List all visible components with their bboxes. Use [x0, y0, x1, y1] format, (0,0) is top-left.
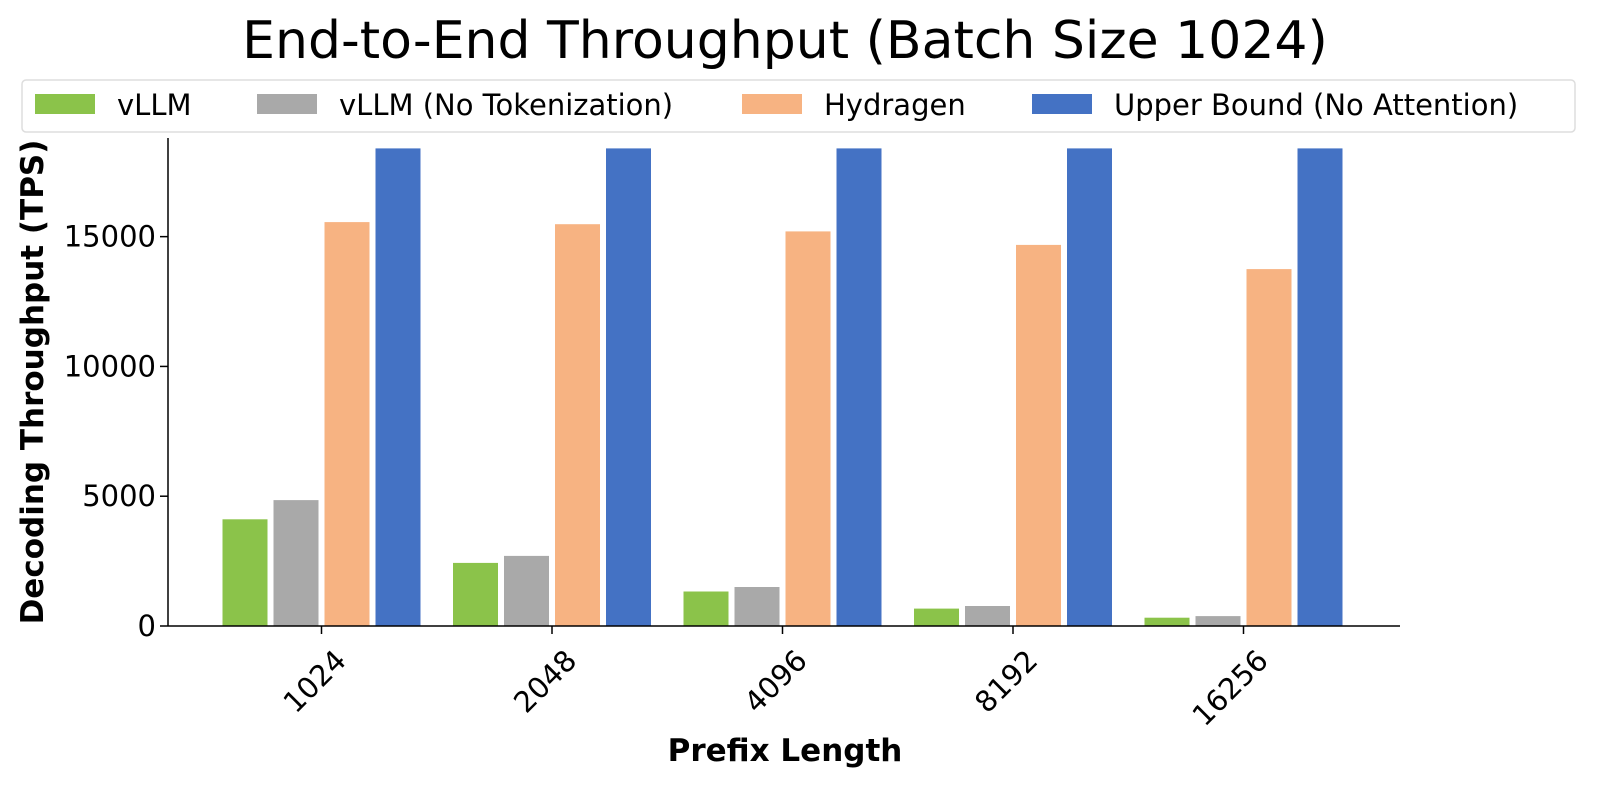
bar-hydragen-2048: [554, 223, 601, 627]
bar-hydragen-1024: [323, 221, 371, 627]
chart-title: End-to-End Throughput (Batch Size 1024): [242, 11, 1328, 71]
bar-vllm-16256: [1143, 616, 1191, 627]
bar-hydragen-4096: [784, 230, 832, 627]
bar-vllm-4096: [682, 590, 730, 627]
bar-vllm-no-tokenization-4096: [733, 586, 781, 627]
bar-vllm-no-tokenization-8192: [964, 605, 1011, 627]
bar-hydragen-8192: [1015, 243, 1062, 627]
bar-vllm-no-tokenization-1024: [272, 499, 320, 627]
x-tick-label: 16256: [1186, 643, 1275, 732]
legend: vLLM vLLM (No Tokenization) Hydragen Upper …: [21, 79, 1576, 133]
legend-swatch-upper-bound-no-attention: [1032, 94, 1092, 114]
x-tick-label: 8192: [968, 643, 1044, 719]
bar-upper-bound-no-attention-2048: [605, 147, 652, 627]
legend-label-hydragen: Hydragen: [824, 88, 966, 122]
y-axis-label: Decoding Throughput (TPS): [15, 140, 51, 625]
y-tick-label: 5000: [82, 479, 156, 513]
bar-vllm-2048: [452, 561, 499, 627]
plot-area: 0 5000 10000 15000 1024 2048 4096 8192 16256: [64, 138, 1400, 733]
bar-vllm-no-tokenization-2048: [503, 554, 550, 627]
legend-swatch-hydragen: [742, 94, 802, 114]
legend-swatch-vllm: [35, 94, 95, 114]
x-axis-label: Prefix Length: [668, 733, 903, 769]
bar-upper-bound-no-attention-4096: [835, 147, 883, 627]
legend-label-upper-bound-no-attention: Upper Bound (No Attention): [1114, 88, 1518, 122]
bar-vllm-8192: [913, 607, 960, 627]
legend-label-vllm-no-tokenization: vLLM (No Tokenization): [339, 88, 673, 122]
bar-upper-bound-no-attention-8192: [1066, 147, 1113, 627]
bar-hydragen-16256: [1245, 268, 1293, 627]
bar-vllm-1024: [221, 518, 269, 627]
bar-upper-bound-no-attention-16256: [1296, 147, 1344, 627]
y-tick-label: 15000: [64, 220, 156, 254]
bar-vllm-no-tokenization-16256: [1194, 615, 1242, 627]
x-tick-label: 1024: [277, 643, 353, 719]
legend-swatch-vllm-no-tokenization: [257, 94, 317, 114]
x-tick-label: 2048: [507, 643, 583, 719]
x-tick-label: 4096: [738, 643, 814, 719]
legend-label-vllm: vLLM: [117, 88, 192, 122]
y-tick-label: 0: [138, 609, 156, 643]
bar-upper-bound-no-attention-1024: [374, 147, 422, 627]
y-tick-label: 10000: [64, 349, 156, 383]
